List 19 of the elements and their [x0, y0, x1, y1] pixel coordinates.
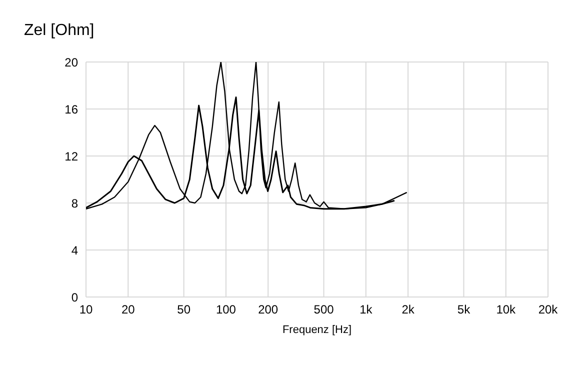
x-tick-label: 50 [177, 302, 191, 317]
x-tick-label: 10 [79, 302, 93, 317]
x-tick-label: 5k [457, 302, 472, 317]
y-tick-label: 12 [64, 149, 78, 164]
x-tick-label: 500 [314, 302, 334, 317]
y-tick-label: 16 [64, 102, 78, 116]
y-tick-label: 0 [71, 290, 78, 304]
x-tick-label: 20k [538, 302, 559, 317]
x-tick-label: 100 [216, 302, 236, 317]
x-tick-label: 200 [258, 302, 278, 317]
x-tick-label: 1k [360, 302, 374, 317]
x-axis-title: Frequenz [Hz] [282, 324, 352, 336]
y-tick-label: 20 [64, 55, 78, 70]
x-tick-label: 2k [402, 302, 416, 317]
x-tick-label: 20 [121, 302, 136, 317]
x-tick-label: 10k [496, 302, 517, 317]
y-axis-title: Zel [Ohm] [24, 22, 94, 40]
y-tick-label: 4 [71, 243, 78, 258]
y-tick-label: 8 [71, 196, 78, 210]
